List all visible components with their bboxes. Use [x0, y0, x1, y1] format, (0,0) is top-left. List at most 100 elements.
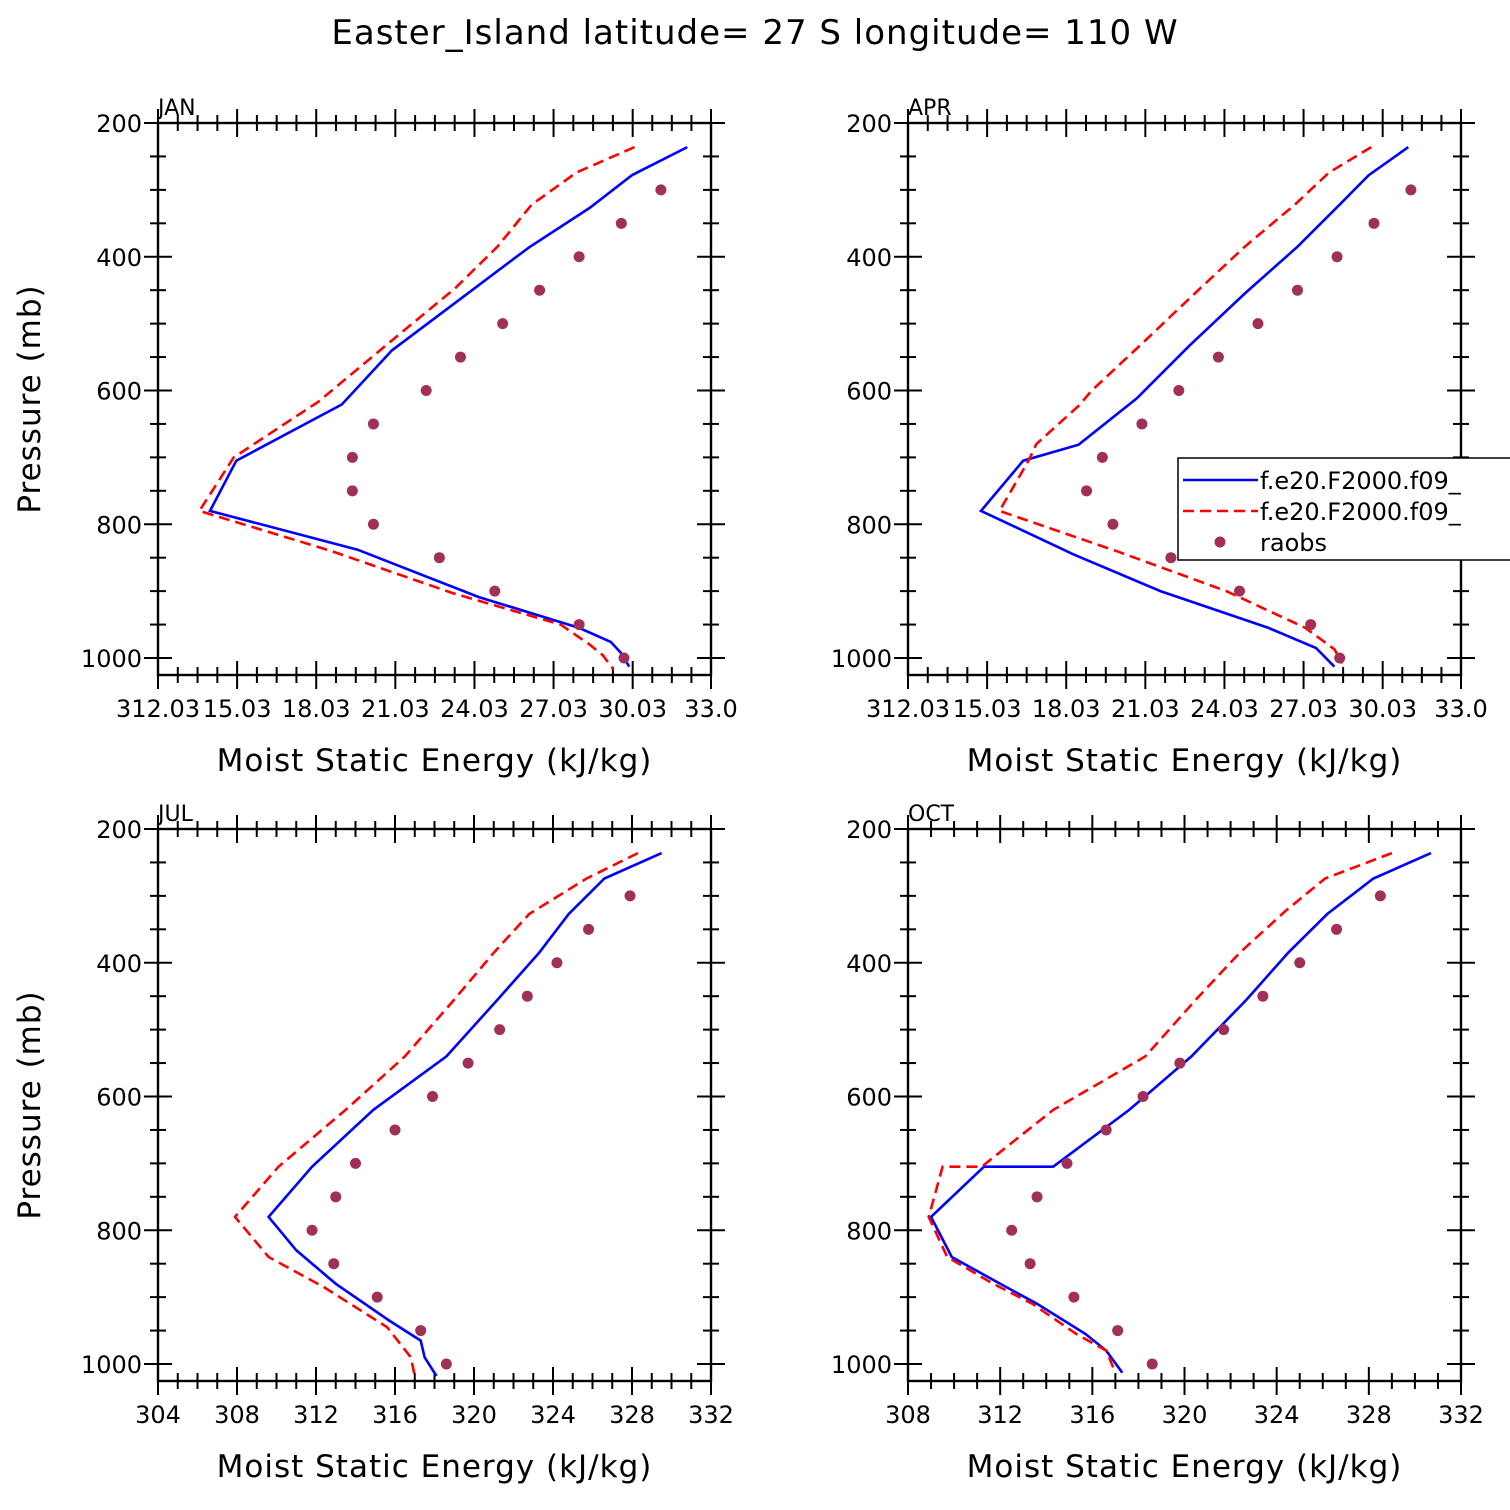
- x-axis-label: Moist Static Energy (kJ/kg): [217, 743, 653, 779]
- x-tick-label: 24.03: [1190, 695, 1259, 723]
- x-tick-label: 320: [1162, 1401, 1208, 1429]
- x-tick-label: 18.03: [282, 695, 351, 723]
- raobs-point: [1334, 652, 1346, 664]
- raobs-point: [389, 1124, 401, 1136]
- x-tick-label: 21.03: [361, 695, 430, 723]
- raobs-point: [1006, 1224, 1018, 1236]
- panel-title: OCT: [908, 802, 955, 827]
- raobs-point: [306, 1224, 318, 1236]
- x-tick-label: 304: [135, 1401, 181, 1429]
- panel-apr: 200 400 600 800 1000 312.03 15.03 18.03 21.03 24.…: [831, 96, 1510, 779]
- raobs-point: [534, 284, 546, 296]
- raobs-point: [1068, 1291, 1080, 1303]
- raobs-point: [1252, 318, 1264, 330]
- raobs-point: [440, 1358, 452, 1370]
- panel-title: JUL: [156, 802, 194, 827]
- legend-raobs-marker: [1214, 536, 1226, 548]
- raobs-point: [1374, 890, 1386, 902]
- y-tick-label: 800: [96, 511, 142, 539]
- panel-jan: 200 400 600 800 1000 312.03 15.03 18.03 21.03 24.…: [12, 96, 738, 779]
- plot-frame: [156, 121, 713, 677]
- legend-label: f.e20.F2000.f09_: [1260, 498, 1462, 526]
- raobs-point: [1081, 485, 1093, 497]
- y-tick-label: 600: [846, 378, 892, 406]
- y-tick-label: 1000: [81, 1351, 142, 1379]
- raobs-point: [618, 652, 630, 664]
- raobs-point: [454, 351, 466, 363]
- raobs-point: [494, 1024, 506, 1036]
- y-axis-label: Pressure (mb): [12, 990, 48, 1219]
- legend-box: [1177, 457, 1510, 561]
- panel-title: APR: [908, 96, 952, 121]
- raobs-point: [1136, 418, 1148, 430]
- raobs-point: [573, 619, 585, 631]
- raobs-point: [1173, 385, 1185, 396]
- raobs-point: [1031, 1191, 1043, 1203]
- raobs-point: [1137, 1091, 1149, 1102]
- raobs-point: [624, 890, 636, 902]
- x-tick-label: 308: [885, 1401, 931, 1429]
- raobs-point: [1100, 1124, 1112, 1136]
- raobs-point: [328, 1258, 340, 1270]
- x-tick-label: 320: [451, 1401, 497, 1429]
- x-tick-label: 312: [977, 1401, 1023, 1429]
- raobs-point: [1212, 351, 1224, 363]
- y-tick-label: 800: [846, 511, 892, 539]
- y-tick-label: 200: [846, 110, 892, 138]
- y-tick-label: 600: [846, 1084, 892, 1112]
- series-line-model1: [208, 145, 688, 668]
- raobs-point: [346, 485, 358, 497]
- x-tick-label: 15.03: [203, 695, 272, 723]
- y-axis-label: Pressure (mb): [12, 284, 48, 513]
- legend-label: f.e20.F2000.f09_: [1260, 467, 1462, 495]
- y-tick-label: 600: [96, 1084, 142, 1112]
- x-tick-label: 308: [214, 1401, 260, 1429]
- raobs-point: [462, 1057, 474, 1069]
- raobs-point: [1368, 217, 1380, 229]
- raobs-point: [367, 518, 379, 530]
- x-tick-label: 21.03: [1111, 695, 1180, 723]
- raobs-point: [551, 957, 563, 969]
- raobs-point: [1146, 1358, 1158, 1370]
- x-tick-label: 24.03: [440, 695, 509, 723]
- raobs-point: [1294, 957, 1306, 969]
- y-tick-label: 1000: [831, 1351, 892, 1379]
- raobs-point: [346, 451, 358, 463]
- y-tick-label: 400: [846, 950, 892, 978]
- legend-label: raobs: [1260, 529, 1327, 557]
- y-tick-label: 200: [96, 816, 142, 844]
- x-tick-label: 316: [372, 1401, 418, 1429]
- raobs-point: [330, 1191, 342, 1203]
- raobs-point: [350, 1157, 361, 1169]
- y-tick-label: 1000: [831, 645, 892, 673]
- x-axis-label: Moist Static Energy (kJ/kg): [217, 1449, 653, 1485]
- raobs-point: [573, 251, 585, 263]
- series-line-model1: [978, 146, 1410, 668]
- legend: f.e20.F2000.f09_ f.e20.F2000.f09_raobs: [1177, 457, 1510, 561]
- x-tick-label: 332: [1438, 1401, 1484, 1429]
- plot-frame: [156, 827, 713, 1383]
- y-tick-label: 600: [96, 378, 142, 406]
- y-tick-label: 400: [96, 244, 142, 272]
- raobs-point: [615, 217, 627, 229]
- x-tick-label: 328: [1346, 1401, 1392, 1429]
- raobs-point: [1405, 184, 1417, 196]
- x-tick-label: 328: [609, 1401, 655, 1429]
- raobs-point: [367, 418, 379, 430]
- series-line-model2: [197, 145, 636, 671]
- x-tick-label: 30.03: [598, 695, 667, 723]
- y-tick-label: 800: [846, 1217, 892, 1245]
- x-axis-label: Moist Static Energy (kJ/kg): [967, 1449, 1403, 1485]
- x-tick-label: 33.0: [684, 695, 737, 723]
- raobs-point: [1305, 619, 1317, 631]
- x-tick-label: 30.03: [1348, 695, 1417, 723]
- y-tick-label: 800: [96, 1217, 142, 1245]
- x-tick-label: 312.03: [116, 695, 200, 723]
- raobs-point: [415, 1325, 427, 1337]
- y-tick-label: 400: [846, 244, 892, 272]
- raobs-point: [497, 318, 509, 330]
- raobs-point: [1174, 1057, 1186, 1069]
- x-tick-label: 312.03: [866, 695, 950, 723]
- x-tick-label: 18.03: [1032, 695, 1101, 723]
